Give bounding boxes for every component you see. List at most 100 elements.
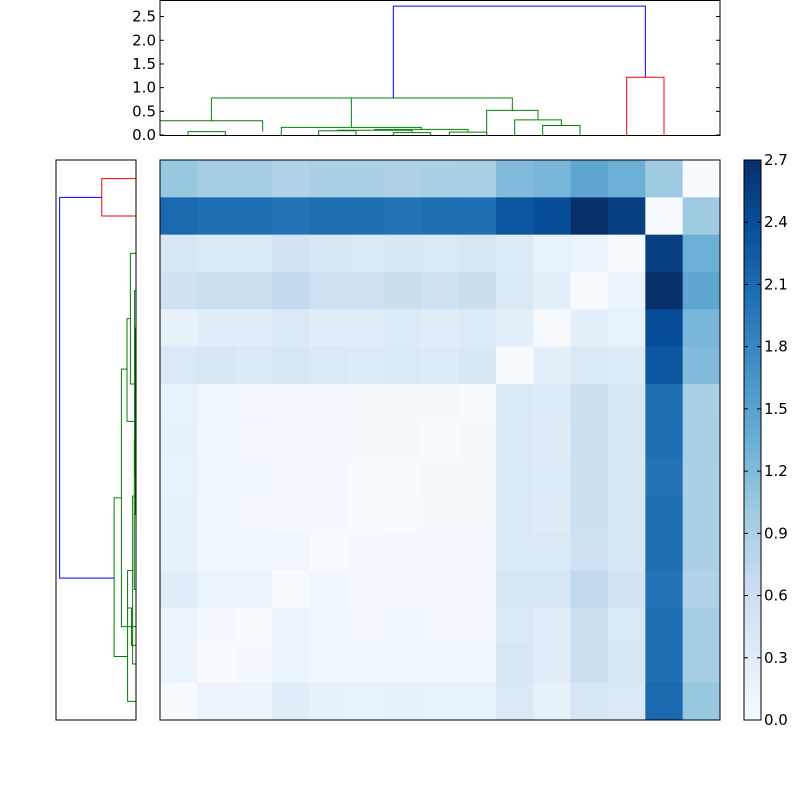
top-dendrogram-y-axis: 0.0 0.5 1.0 1.5 2.0 2.5 [132, 8, 720, 144]
heatmap-cell [384, 346, 422, 385]
heatmap-cell [608, 421, 646, 460]
heatmap-cell [421, 197, 460, 236]
colorbar-ticks: 0.0 0.3 0.6 0.9 1.2 1.5 1.8 2.1 2.4 2.7 [744, 151, 788, 729]
heatmap-cell [645, 645, 684, 684]
heatmap-cell [458, 421, 497, 460]
heatmap-cell [608, 570, 646, 609]
heatmap-cell [682, 608, 721, 646]
heatmap-cell [384, 458, 422, 497]
heatmap-cell [458, 533, 497, 572]
heatmap-cell [272, 384, 310, 422]
heatmap-cell [234, 533, 273, 572]
heatmap-cell [384, 570, 422, 609]
heatmap-cell [234, 384, 273, 422]
heatmap-cell [458, 570, 497, 609]
heatmap-cell [570, 346, 609, 385]
dendrogram-link [187, 131, 226, 135]
heatmap-cell [197, 533, 236, 572]
heatmap-cell [309, 608, 348, 646]
heatmap-cell [496, 197, 534, 236]
heatmap-cell [496, 160, 534, 198]
heatmap-cell [570, 384, 609, 422]
heatmap-cell [160, 458, 198, 497]
heatmap-cell [421, 496, 460, 534]
heatmap-cell [608, 272, 646, 310]
heatmap-cell [645, 309, 684, 348]
heatmap-cell [234, 272, 273, 310]
heatmap-cell [421, 570, 460, 609]
heatmap-cell [197, 458, 236, 497]
heatmap-cell [384, 272, 422, 310]
heatmap-cell [421, 234, 460, 273]
heatmap-cell [496, 496, 534, 534]
heatmap-cell [160, 272, 198, 310]
heatmap-cell [346, 421, 385, 460]
heatmap-cell [533, 608, 572, 646]
heatmap-cell [272, 346, 310, 385]
heatmap-cell [608, 645, 646, 684]
heatmap-cell [682, 346, 721, 385]
dendrogram-link [127, 570, 136, 702]
heatmap-cell [234, 682, 273, 721]
heatmap-cell [272, 533, 310, 572]
left-dendrogram-links [59, 178, 136, 702]
heatmap-cell [496, 346, 534, 385]
heatmap-cell [421, 458, 460, 497]
heatmap-cell [608, 458, 646, 497]
heatmap-cell [570, 160, 609, 198]
heatmap-cell [197, 309, 236, 348]
heatmap-cell [309, 645, 348, 684]
heatmap-cell [570, 421, 609, 460]
heatmap-cell [384, 197, 422, 236]
heatmap-cell [458, 682, 497, 721]
heatmap-cell [458, 160, 497, 198]
heatmap-cell [533, 346, 572, 385]
heatmap-cell [496, 272, 534, 310]
heatmap-cell [608, 608, 646, 646]
heatmap-cell [197, 160, 236, 198]
heatmap-cell [160, 309, 198, 348]
heatmap-cell [645, 234, 684, 273]
heatmap-cell [645, 421, 684, 460]
heatmap-cell [682, 197, 721, 236]
heatmap-cell [421, 682, 460, 721]
heatmap-cell [421, 346, 460, 385]
heatmap-cell [272, 608, 310, 646]
dendrogram-link [132, 495, 136, 665]
heatmap-cell [234, 496, 273, 534]
heatmap-cell [608, 682, 646, 721]
heatmap-cell [234, 570, 273, 609]
heatmap-cell [384, 608, 422, 646]
top-dendrogram-frame [159, 0, 721, 136]
dendrogram-y-tick-label: 1.0 [132, 79, 156, 97]
heatmap-cell [272, 421, 310, 460]
heatmap-cell [234, 197, 273, 236]
dendrogram-y-tick-label: 1.5 [132, 55, 156, 73]
heatmap-cell [421, 645, 460, 684]
colorbar-tick-label: 1.5 [764, 400, 788, 418]
dendrogram-link [281, 97, 513, 111]
heatmap-cell [533, 309, 572, 348]
heatmap-cell [346, 234, 385, 273]
heatmap-cell [645, 570, 684, 609]
heatmap-cell [384, 682, 422, 721]
heatmap-cell [533, 197, 572, 236]
heatmap-cell [682, 533, 721, 572]
colorbar-tick-label: 0.0 [764, 711, 788, 729]
heatmap-cell [608, 533, 646, 572]
heatmap-cell [234, 160, 273, 198]
heatmap-cell [496, 458, 534, 497]
heatmap-cell [458, 197, 497, 236]
heatmap-cell [533, 682, 572, 721]
heatmap-cell [496, 309, 534, 348]
heatmap-cell [496, 234, 534, 273]
heatmap-cell [272, 272, 310, 310]
heatmap-cell [645, 533, 684, 572]
heatmap-cell [421, 160, 460, 198]
heatmap-cell [160, 197, 198, 236]
colorbar-tick-label: 0.9 [764, 524, 788, 542]
heatmap-cell [272, 645, 310, 684]
heatmap-cell [197, 682, 236, 721]
heatmap-cell [645, 458, 684, 497]
